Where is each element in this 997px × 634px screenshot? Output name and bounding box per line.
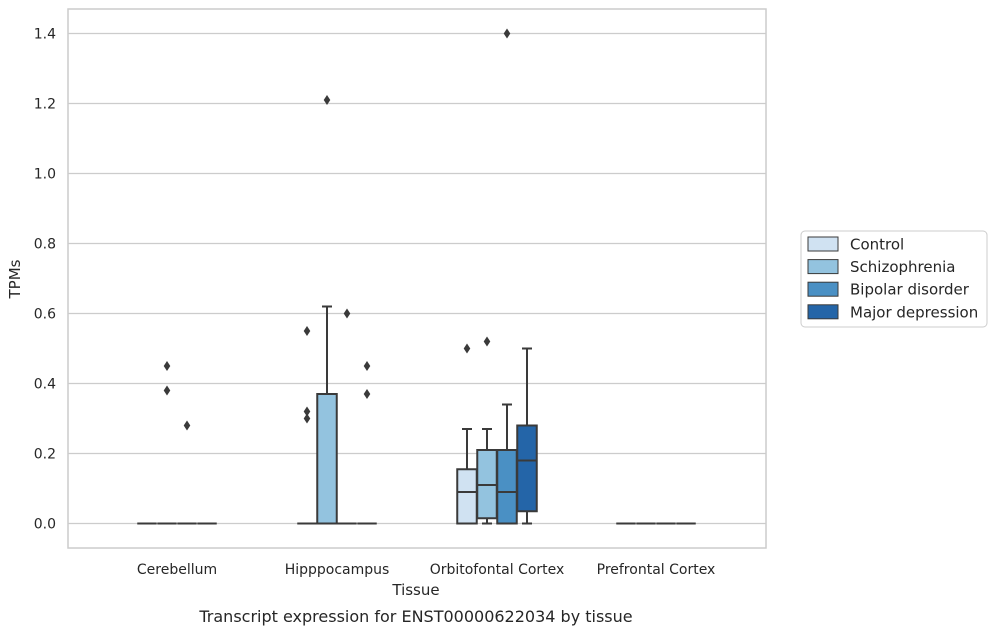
chart-caption: Transcript expression for ENST0000062203… (198, 607, 632, 626)
boxes (137, 305, 696, 525)
x-tick-label: Prefrontal Cortex (597, 562, 716, 578)
outlier-point (343, 308, 351, 319)
outlier-point (303, 326, 311, 336)
outliers (163, 28, 511, 431)
legend-swatch (807, 281, 839, 297)
x-tick-label: Cerebellum (137, 562, 217, 578)
box-iqr (316, 393, 338, 525)
legend-label: Major depression (850, 303, 978, 321)
outlier-point (163, 361, 171, 371)
legend-swatch (807, 236, 839, 252)
legend-label: Schizophrenia (850, 258, 955, 276)
y-tick-label: 0.4 (34, 377, 56, 393)
legend-swatch (807, 304, 839, 320)
y-tick-label: 0.0 (34, 517, 56, 533)
y-tick-label: 1.2 (34, 97, 56, 113)
y-tick-label: 0.6 (34, 307, 56, 323)
outlier-point (303, 413, 311, 424)
legend-label: Bipolar disorder (850, 281, 970, 299)
box-2-1 (476, 428, 498, 525)
box-2-2 (496, 403, 518, 525)
y-tick-label: 1.4 (34, 27, 56, 43)
outlier-point (503, 28, 511, 39)
outlier-point (363, 361, 371, 371)
outlier-point (183, 420, 191, 431)
box-iqr (516, 424, 538, 513)
y-tick-label: 0.8 (34, 237, 56, 253)
outlier-point (483, 336, 491, 347)
x-tick-label: Orbitofontal Cortex (430, 562, 565, 578)
y-tick-label: 1.0 (34, 167, 56, 183)
box-1-1 (316, 305, 338, 525)
legend: Control Schizophrenia Bipolar disorder Majo… (800, 230, 988, 328)
outlier-point (303, 406, 311, 417)
box-2-3 (516, 347, 538, 525)
box-iqr (456, 468, 478, 525)
plot-area-frame (67, 8, 767, 549)
outlier-point (163, 385, 171, 396)
gridlines (68, 32, 766, 525)
outlier-point (323, 95, 331, 105)
x-axis-label: Tissue (391, 581, 439, 599)
box-2-0 (456, 428, 478, 525)
y-tick-label: 0.2 (34, 447, 56, 463)
outlier-point (463, 343, 471, 354)
y-axis-ticks: 0.0 0.2 0.4 0.6 0.8 1.0 1.2 1.4 (34, 27, 56, 533)
legend-swatch (807, 259, 839, 275)
y-axis-label: TPMs (6, 259, 24, 299)
box-iqr (496, 449, 518, 525)
x-axis-ticks: Cerebellum Hipppocampus Orbitofontal Corte… (137, 562, 715, 578)
outlier-point (363, 389, 371, 399)
legend-frame (800, 230, 988, 328)
legend-label: Control (850, 236, 904, 254)
x-tick-label: Hipppocampus (285, 562, 390, 578)
